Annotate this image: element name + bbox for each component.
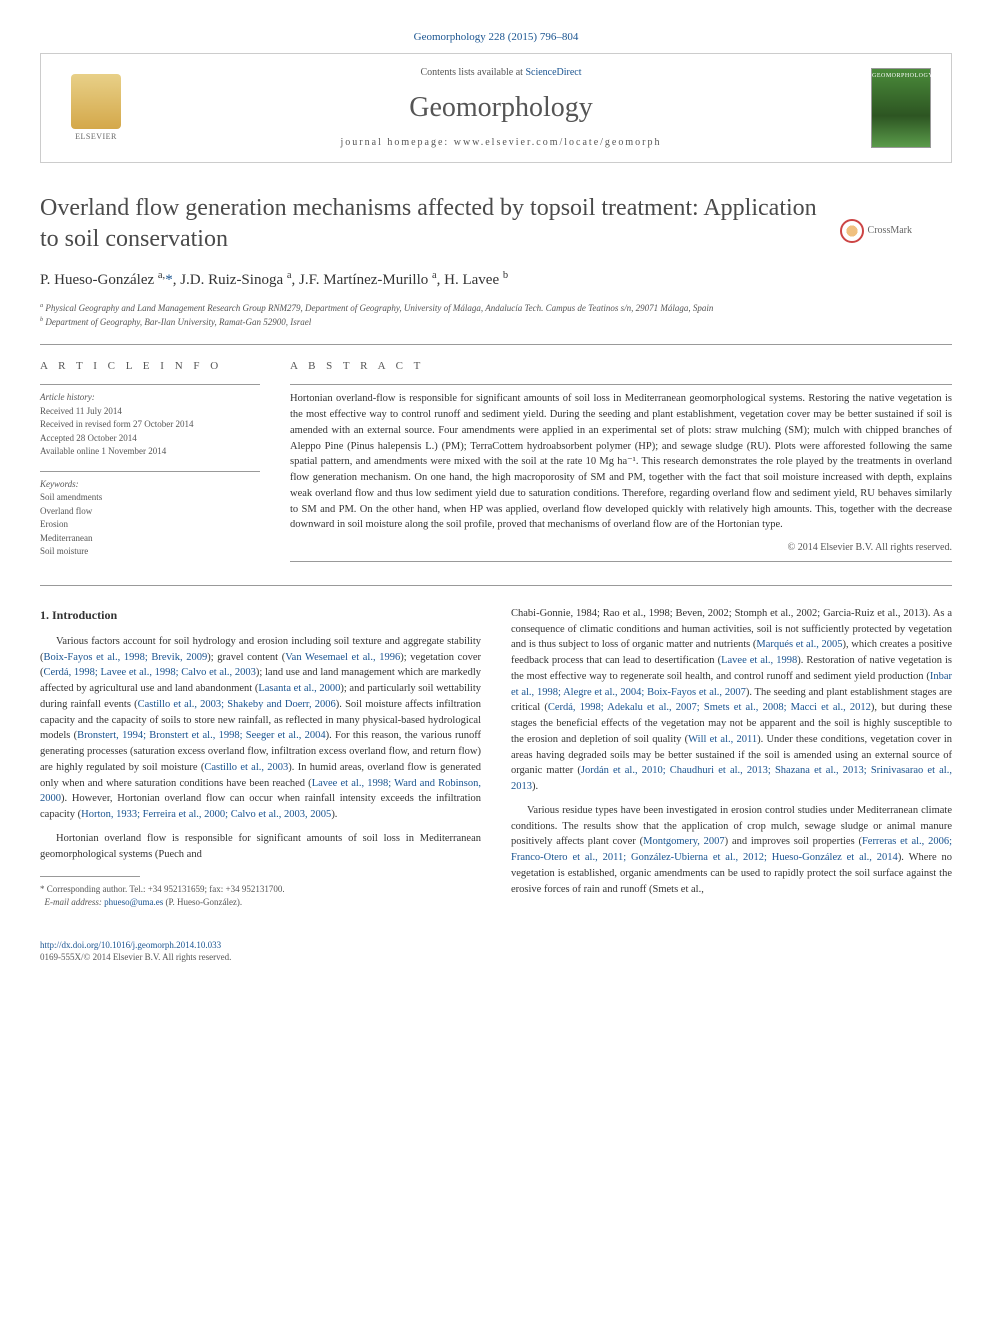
history-line: Available online 1 November 2014 bbox=[40, 445, 260, 459]
contents-prefix: Contents lists available at bbox=[420, 67, 525, 78]
footnote-separator bbox=[40, 876, 140, 877]
citation-banner: Geomorphology 228 (2015) 796–804 bbox=[40, 30, 952, 45]
body-paragraph: Hortonian overland flow is responsible f… bbox=[40, 831, 481, 863]
journal-cover[interactable]: GEOMORPHOLOGY bbox=[871, 68, 931, 148]
corresponding-footnote: * Corresponding author. Tel.: +34 952131… bbox=[40, 883, 481, 908]
history-line: Accepted 28 October 2014 bbox=[40, 432, 260, 446]
homepage-url[interactable]: www.elsevier.com/locate/geomorph bbox=[454, 137, 662, 148]
corr-email[interactable]: phueso@uma.es bbox=[104, 897, 163, 907]
body-col-left: 1. Introduction Various factors account … bbox=[40, 606, 481, 909]
homepage-prefix: journal homepage: bbox=[341, 137, 454, 148]
section-heading-intro: 1. Introduction bbox=[40, 606, 481, 624]
divider bbox=[290, 384, 952, 385]
abstract-heading: A B S T R A C T bbox=[290, 359, 952, 374]
crossmark-badge[interactable]: CrossMark bbox=[840, 219, 912, 243]
keyword: Overland flow bbox=[40, 505, 260, 519]
journal-cover-title: GEOMORPHOLOGY bbox=[872, 69, 930, 80]
keyword: Soil moisture bbox=[40, 545, 260, 559]
body-col-right: Chabi-Gonnie, 1984; Rao et al., 1998; Be… bbox=[511, 606, 952, 909]
info-abstract-row: A R T I C L E I N F O Article history: R… bbox=[40, 359, 952, 571]
affiliation-a: a Physical Geography and Land Management… bbox=[40, 301, 952, 316]
article-info-col: A R T I C L E I N F O Article history: R… bbox=[40, 359, 260, 571]
body-paragraph: Various residue types have been investig… bbox=[511, 803, 952, 898]
email-who: (P. Hueso-González). bbox=[165, 897, 242, 907]
elsevier-logo[interactable]: ELSEVIER bbox=[61, 68, 131, 148]
keywords-block: Keywords: Soil amendments Overland flow … bbox=[40, 478, 260, 559]
abstract-col: A B S T R A C T Hortonian overland-flow … bbox=[290, 359, 952, 571]
elsevier-tree-icon bbox=[71, 74, 121, 129]
doi-link[interactable]: http://dx.doi.org/10.1016/j.geomorph.201… bbox=[40, 940, 221, 950]
divider bbox=[40, 471, 260, 472]
elsevier-label: ELSEVIER bbox=[75, 131, 117, 142]
contents-line: Contents lists available at ScienceDirec… bbox=[131, 66, 871, 80]
journal-name: Geomorphology bbox=[131, 88, 871, 127]
keyword: Erosion bbox=[40, 518, 260, 532]
crossmark-icon bbox=[840, 219, 864, 243]
divider bbox=[40, 344, 952, 345]
email-label: E-mail address: bbox=[45, 897, 102, 907]
sciencedirect-link[interactable]: ScienceDirect bbox=[525, 67, 581, 78]
divider bbox=[40, 585, 952, 586]
authors-line: P. Hueso-González a,*, J.D. Ruiz-Sinoga … bbox=[40, 269, 952, 291]
abstract-text: Hortonian overland-flow is responsible f… bbox=[290, 391, 952, 533]
body-paragraph: Various factors account for soil hydrolo… bbox=[40, 634, 481, 823]
body-columns: 1. Introduction Various factors account … bbox=[40, 606, 952, 909]
page-footer: http://dx.doi.org/10.1016/j.geomorph.201… bbox=[40, 939, 952, 964]
keyword: Mediterranean bbox=[40, 532, 260, 546]
divider bbox=[290, 561, 952, 562]
corr-text: Corresponding author. Tel.: +34 95213165… bbox=[47, 884, 285, 894]
divider bbox=[40, 384, 260, 385]
article-title: Overland flow generation mechanisms affe… bbox=[40, 193, 952, 255]
affiliation-b: b Department of Geography, Bar-Ilan Univ… bbox=[40, 315, 952, 330]
article-history: Article history: Received 11 July 2014 R… bbox=[40, 391, 260, 459]
issn-copyright: 0169-555X/© 2014 Elsevier B.V. All right… bbox=[40, 952, 231, 962]
citation-link[interactable]: Geomorphology 228 (2015) 796–804 bbox=[414, 31, 579, 43]
journal-header: ELSEVIER Contents lists available at Sci… bbox=[40, 53, 952, 162]
history-label: Article history: bbox=[40, 391, 260, 405]
article-info-heading: A R T I C L E I N F O bbox=[40, 359, 260, 374]
abstract-copyright: © 2014 Elsevier B.V. All rights reserved… bbox=[290, 541, 952, 555]
keyword: Soil amendments bbox=[40, 491, 260, 505]
homepage-line: journal homepage: www.elsevier.com/locat… bbox=[131, 136, 871, 150]
keywords-label: Keywords: bbox=[40, 478, 260, 492]
header-center: Contents lists available at ScienceDirec… bbox=[131, 66, 871, 149]
body-paragraph: Chabi-Gonnie, 1984; Rao et al., 1998; Be… bbox=[511, 606, 952, 795]
history-line: Received 11 July 2014 bbox=[40, 405, 260, 419]
history-line: Received in revised form 27 October 2014 bbox=[40, 418, 260, 432]
crossmark-label: CrossMark bbox=[868, 224, 912, 238]
